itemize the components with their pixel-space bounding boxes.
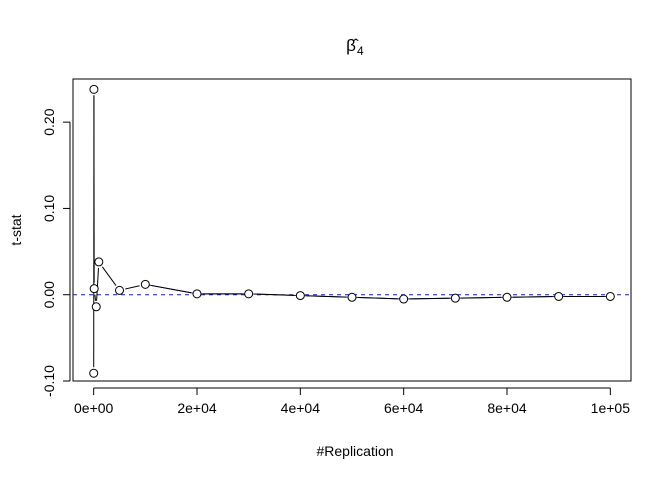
data-point xyxy=(140,279,150,289)
y-axis: -0.10 0.00 0.10 0.20 xyxy=(41,108,71,397)
data-point xyxy=(554,291,564,301)
series-line-segment xyxy=(306,295,347,298)
data-point xyxy=(502,292,512,302)
x-axis-title: #Replication xyxy=(316,443,393,459)
series-line-segment xyxy=(357,297,398,300)
data-point xyxy=(244,289,254,299)
data-point xyxy=(605,291,615,301)
plot-title: β̂ 4 xyxy=(346,36,364,58)
y-tick-label: 0.10 xyxy=(41,195,57,222)
series-point-layer xyxy=(89,84,615,378)
series-line-segment xyxy=(125,285,140,290)
y-tick-label: -0.10 xyxy=(41,365,57,397)
series-line-segment xyxy=(409,297,450,300)
data-point xyxy=(94,257,104,267)
x-tick-label: 1e+05 xyxy=(591,400,631,416)
y-tick-label: 0.20 xyxy=(41,108,57,135)
plot-title-symbol: β̂ xyxy=(346,36,359,55)
plot-title-subscript: 4 xyxy=(357,44,364,58)
data-point xyxy=(89,84,99,94)
data-point xyxy=(115,285,124,295)
data-point xyxy=(192,289,202,299)
x-tick-label: 4e+04 xyxy=(281,400,321,416)
x-tick-label: 6e+04 xyxy=(384,400,424,416)
series-line-segment xyxy=(151,284,192,294)
x-tick-label: 2e+04 xyxy=(177,400,217,416)
series-line-segment xyxy=(512,296,553,298)
plot-area xyxy=(72,78,632,382)
data-point xyxy=(399,294,409,304)
data-point xyxy=(89,368,99,378)
series-line-segment xyxy=(461,296,502,299)
y-tick-label: 0.00 xyxy=(41,281,57,308)
data-point xyxy=(295,291,305,301)
data-point xyxy=(347,292,357,302)
series-line-segment xyxy=(254,293,295,296)
x-tick-label: 8e+04 xyxy=(487,400,527,416)
series-line-layer xyxy=(93,95,611,368)
x-axis: 0e+00 2e+04 4e+04 6e+04 8e+04 1e+05 xyxy=(74,387,631,416)
data-point xyxy=(91,302,101,312)
y-axis-title: t-stat xyxy=(8,214,24,245)
series-line-segment xyxy=(94,294,97,301)
series-line-segment xyxy=(96,267,99,301)
data-point xyxy=(89,284,99,294)
x-tick-label: 0e+00 xyxy=(74,400,114,416)
data-point xyxy=(450,293,460,303)
series-line-segment xyxy=(101,266,117,286)
